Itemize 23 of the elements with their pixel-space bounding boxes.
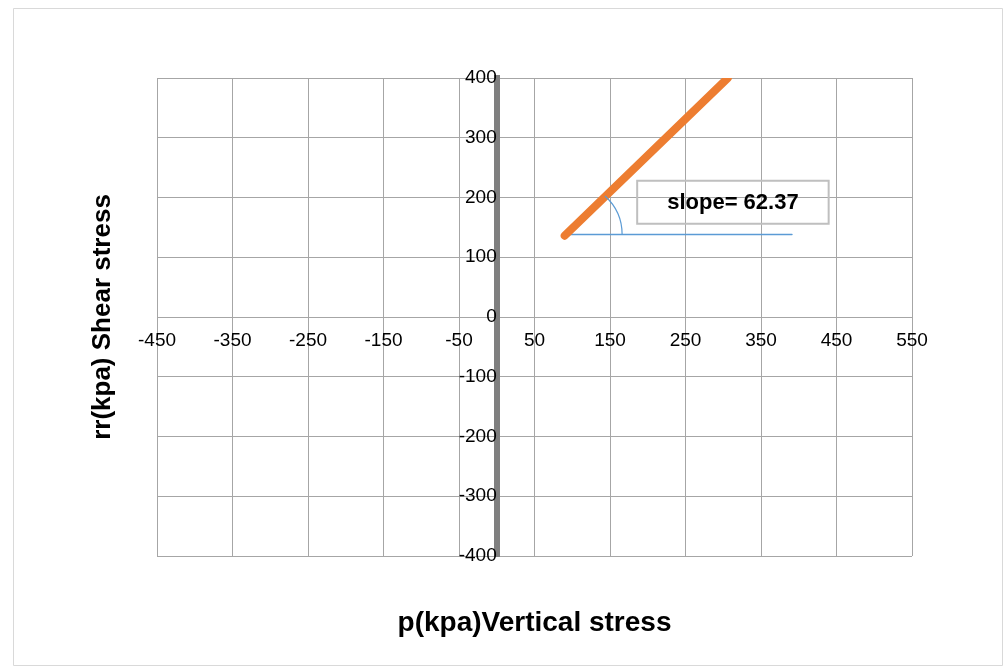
x-tick-label: 350 bbox=[745, 328, 777, 350]
x-tick-label: -250 bbox=[288, 328, 328, 350]
x-tick-label: -150 bbox=[364, 328, 403, 350]
x-tick-label: -50 bbox=[445, 328, 473, 350]
x-axis-title: p(kpa)Vertical stress bbox=[397, 605, 672, 637]
y-tick-label: -400 bbox=[458, 544, 497, 566]
x-tick-label: 250 bbox=[669, 328, 702, 350]
y-tick-label: 0 bbox=[486, 305, 497, 327]
y-tick-label: -300 bbox=[458, 484, 497, 506]
annotation: slope= 62.37 bbox=[667, 188, 799, 214]
x-tick-label: 450 bbox=[820, 328, 853, 350]
y-tick-label: 300 bbox=[465, 125, 497, 147]
y-axis-title: rr(kpa) Shear stress bbox=[86, 194, 117, 440]
y-tick-label: -200 bbox=[458, 424, 497, 446]
x-tick-label: 50 bbox=[523, 328, 546, 350]
x-tick-label: 150 bbox=[594, 328, 626, 350]
y-tick-label: 400 bbox=[465, 66, 497, 88]
y-tick-label: -100 bbox=[458, 364, 497, 386]
x-tick-label: -450 bbox=[137, 328, 177, 350]
x-tick-label: 550 bbox=[896, 328, 928, 350]
y-tick-label: 100 bbox=[465, 245, 497, 267]
x-tick-label: -350 bbox=[213, 328, 252, 350]
y-tick-label: 200 bbox=[465, 185, 497, 207]
